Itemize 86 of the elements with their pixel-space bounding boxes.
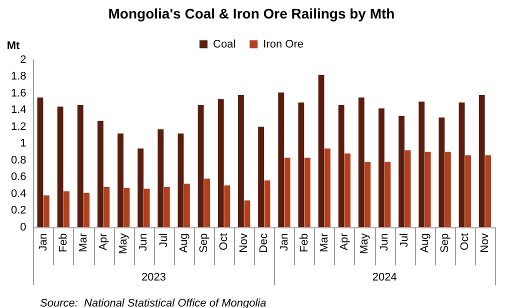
bar bbox=[118, 133, 124, 228]
x-tick-label: Oct bbox=[218, 233, 230, 250]
x-tick-label: Jan bbox=[278, 233, 290, 251]
bar bbox=[424, 152, 431, 228]
bar bbox=[238, 94, 244, 228]
bar bbox=[318, 74, 324, 228]
bar bbox=[184, 184, 190, 228]
bar bbox=[438, 118, 445, 228]
bar bbox=[485, 155, 492, 228]
y-tick-label: 0.6 bbox=[10, 171, 26, 184]
x-tick-label: Feb bbox=[298, 233, 310, 252]
y-tick-label: 1.4 bbox=[10, 104, 26, 116]
bar bbox=[458, 102, 465, 228]
legend-label: Iron Ore bbox=[263, 38, 304, 50]
bar bbox=[37, 97, 44, 228]
x-tick-label: Dec bbox=[258, 232, 270, 253]
chart-title: Mongolia's Coal & Iron Ore Railings by Mth bbox=[108, 5, 395, 22]
bar bbox=[398, 116, 405, 228]
x-tick-label: Aug bbox=[418, 233, 431, 253]
bar bbox=[77, 105, 84, 228]
y-tick-label: 1.6 bbox=[10, 87, 26, 100]
bar bbox=[338, 105, 344, 228]
x-tick-label: Aug bbox=[178, 233, 190, 253]
x-tick-label: Jun bbox=[378, 233, 391, 251]
bar bbox=[164, 187, 170, 228]
bar bbox=[384, 162, 391, 228]
x-tick-label: Jul bbox=[158, 233, 170, 248]
x-tick-label: Feb bbox=[57, 233, 70, 252]
bar bbox=[124, 188, 130, 228]
bar bbox=[43, 195, 50, 228]
legend-label: Coal bbox=[213, 38, 236, 50]
bar bbox=[404, 150, 411, 228]
bar bbox=[198, 105, 204, 228]
y-tick-label: 0.2 bbox=[10, 204, 26, 217]
x-tick-label: Nov bbox=[478, 232, 491, 253]
bar bbox=[244, 200, 250, 228]
bar bbox=[57, 106, 64, 228]
y-axis-title: Mt bbox=[6, 40, 20, 52]
bar bbox=[278, 92, 284, 228]
bar bbox=[298, 102, 304, 228]
x-tick-label: Jul bbox=[398, 233, 411, 248]
x-tick-label: Apr bbox=[338, 232, 350, 250]
bar bbox=[158, 129, 164, 228]
bar bbox=[224, 185, 230, 228]
bar bbox=[64, 191, 70, 228]
y-tick-label: 0 bbox=[20, 221, 26, 234]
bar bbox=[284, 158, 290, 228]
y-tick-label: 0.4 bbox=[10, 188, 26, 200]
x-tick-label: Oct bbox=[458, 233, 471, 250]
bar bbox=[465, 155, 471, 228]
bar bbox=[264, 180, 270, 228]
text: 2023 bbox=[141, 271, 166, 284]
bar bbox=[138, 148, 144, 228]
x-tick-label: Sep bbox=[438, 233, 451, 253]
bar bbox=[178, 133, 184, 228]
y-tick-label: 1 bbox=[20, 138, 26, 150]
y-tick-label: 1.8 bbox=[10, 70, 26, 83]
bar bbox=[418, 102, 425, 228]
x-tick-label: Mar bbox=[78, 232, 90, 252]
y-tick-label: 0.8 bbox=[10, 154, 26, 166]
bar bbox=[344, 154, 351, 228]
x-tick-label: Jan bbox=[37, 233, 50, 251]
bar bbox=[478, 94, 485, 228]
x-tick-label: Sep bbox=[198, 233, 210, 253]
bar bbox=[104, 187, 110, 228]
bar bbox=[324, 148, 330, 228]
x-tick-label: Mar bbox=[318, 232, 330, 252]
x-tick-label: Apr bbox=[98, 232, 110, 250]
bar bbox=[258, 126, 264, 228]
x-tick-label: May bbox=[358, 232, 371, 254]
bar bbox=[84, 192, 90, 228]
text: 2024 bbox=[372, 271, 397, 284]
bar bbox=[444, 152, 451, 228]
bar bbox=[204, 178, 210, 228]
bar bbox=[218, 99, 224, 228]
x-tick-label: Jun bbox=[138, 233, 150, 251]
bar bbox=[144, 188, 150, 228]
x-tick-label: May bbox=[118, 232, 130, 254]
bar bbox=[364, 162, 371, 228]
bar bbox=[304, 158, 310, 228]
x-tick-label: Nov bbox=[238, 232, 250, 253]
bar bbox=[358, 97, 364, 228]
y-tick-label: 1.2 bbox=[10, 120, 26, 133]
y-tick-label: 2 bbox=[20, 54, 26, 66]
bar bbox=[97, 120, 104, 228]
bar bbox=[378, 108, 384, 228]
